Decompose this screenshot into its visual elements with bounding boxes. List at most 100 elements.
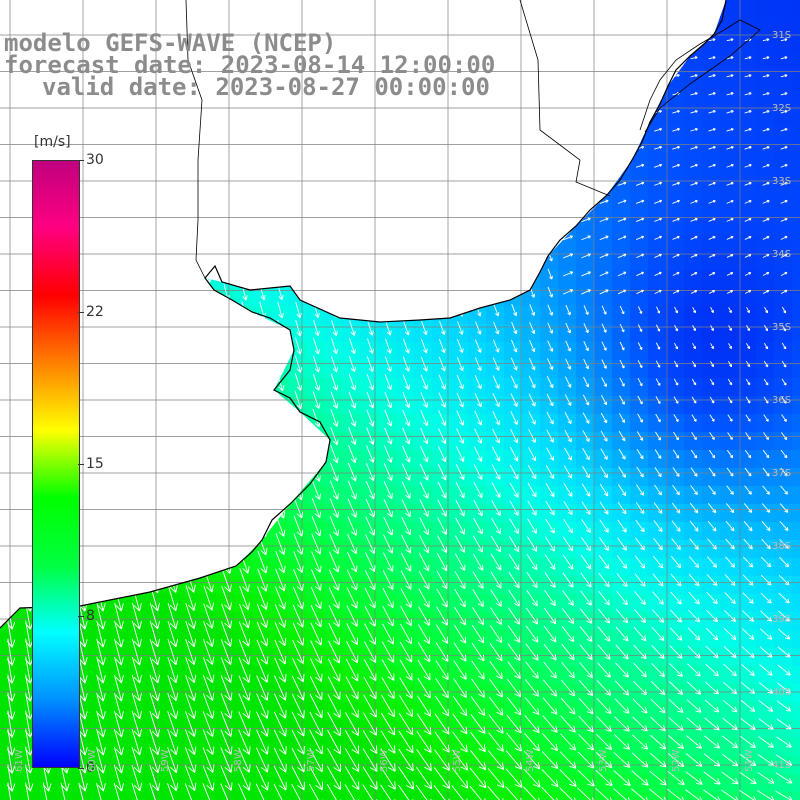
wind-speed-cell xyxy=(540,558,559,577)
wind-arrow xyxy=(167,585,178,612)
wind-arrow xyxy=(418,588,430,608)
wind-speed-cell xyxy=(792,144,800,163)
wind-speed-cell xyxy=(198,576,217,595)
wind-arrow xyxy=(420,392,429,408)
wind-speed-cell xyxy=(738,684,757,703)
wind-speed-cell xyxy=(612,234,631,253)
wind-arrow xyxy=(742,610,754,622)
wind-arrow xyxy=(673,414,679,423)
wind-arrow xyxy=(436,553,448,572)
wind-arrow xyxy=(437,517,447,535)
wind-speed-cell xyxy=(126,630,145,649)
wind-speed-cell xyxy=(612,360,631,379)
wind-arrow xyxy=(728,325,732,332)
wind-arrow xyxy=(419,463,429,481)
wind-arrow xyxy=(728,361,733,368)
wind-arrow xyxy=(780,163,788,168)
wind-arrow xyxy=(670,555,682,569)
wind-speed-cell xyxy=(630,306,649,325)
wind-arrow xyxy=(763,396,769,404)
longitude-label: 60W xyxy=(87,749,98,772)
wind-speed-cell xyxy=(630,648,649,667)
wind-speed-cell xyxy=(702,594,721,613)
wind-speed-cell xyxy=(558,270,577,289)
wind-arrow xyxy=(616,590,628,606)
wind-speed-cell xyxy=(738,216,757,235)
wind-speed-cell xyxy=(216,792,235,800)
wind-arrow xyxy=(633,626,647,642)
wind-speed-cell xyxy=(684,486,703,505)
wind-speed-cell xyxy=(666,288,685,307)
wind-speed-cell xyxy=(702,666,721,685)
wind-arrow xyxy=(655,413,661,423)
wind-speed-cell xyxy=(774,72,793,91)
wind-arrow xyxy=(328,587,340,609)
wind-speed-cell xyxy=(720,612,739,631)
wind-speed-cell xyxy=(630,450,649,469)
wind-arrow xyxy=(617,484,627,497)
wind-speed-cell xyxy=(612,486,631,505)
wind-arrow xyxy=(669,645,683,659)
wind-speed-cell xyxy=(594,288,613,307)
wind-arrow xyxy=(330,373,339,391)
wind-arrow xyxy=(382,552,394,572)
wind-speed-cell xyxy=(648,720,667,739)
wind-speed-cell xyxy=(702,630,721,649)
wind-speed-cell xyxy=(522,360,541,379)
wind-speed-cell xyxy=(576,612,595,631)
wind-speed-cell xyxy=(432,576,451,595)
wind-speed-cell xyxy=(504,306,523,325)
wind-arrow xyxy=(761,538,771,550)
wind-arrow xyxy=(744,56,752,60)
wind-arrow xyxy=(581,289,591,295)
wind-arrow xyxy=(689,538,699,550)
wind-arrow xyxy=(704,699,720,713)
wind-speed-cell xyxy=(792,270,800,289)
wind-speed-cell xyxy=(540,666,559,685)
wind-speed-cell xyxy=(90,792,109,800)
wind-speed-cell xyxy=(684,342,703,361)
wind-arrow xyxy=(489,642,503,662)
latitude-label: 40S xyxy=(772,687,792,698)
wind-arrow xyxy=(167,675,179,702)
wind-speed-cell xyxy=(756,504,775,523)
wind-speed-cell xyxy=(414,486,433,505)
wind-speed-cell xyxy=(774,252,793,271)
wind-speed-cell xyxy=(648,324,667,343)
wind-arrow xyxy=(185,711,197,738)
wind-speed-cell xyxy=(738,342,757,361)
wind-speed-cell xyxy=(630,162,649,181)
wind-speed-cell xyxy=(144,630,163,649)
wind-arrow xyxy=(273,693,287,719)
wind-arrow xyxy=(690,145,698,150)
wind-arrow xyxy=(636,235,645,240)
wind-arrow xyxy=(744,74,752,78)
wind-arrow xyxy=(762,92,770,96)
wind-speed-cell xyxy=(522,522,541,541)
wind-speed-cell xyxy=(360,504,379,523)
wind-speed-cell xyxy=(396,486,415,505)
wind-speed-cell xyxy=(720,270,739,289)
wind-speed-cell xyxy=(270,774,289,793)
wind-arrow xyxy=(564,394,572,406)
wind-arrow xyxy=(705,627,719,641)
wind-speed-cell xyxy=(756,684,775,703)
wind-arrow xyxy=(726,485,734,495)
wind-speed-cell xyxy=(432,486,451,505)
wind-speed-cell xyxy=(72,792,91,800)
wind-speed-cell xyxy=(774,90,793,109)
wind-arrow xyxy=(489,678,504,698)
wind-speed-cell xyxy=(738,666,757,685)
wind-speed-cell xyxy=(612,378,631,397)
wind-arrow xyxy=(528,357,536,371)
wind-speed-cell xyxy=(594,216,613,235)
wind-speed-cell xyxy=(792,54,800,73)
wind-arrow xyxy=(710,325,714,332)
wind-arrow xyxy=(419,517,429,536)
latitude-label: 34S xyxy=(772,249,792,260)
wind-arrow xyxy=(274,675,287,701)
wind-speed-cell xyxy=(180,612,199,631)
wind-arrow xyxy=(364,587,376,609)
wind-speed-cell xyxy=(684,198,703,217)
wind-arrow xyxy=(330,355,339,373)
